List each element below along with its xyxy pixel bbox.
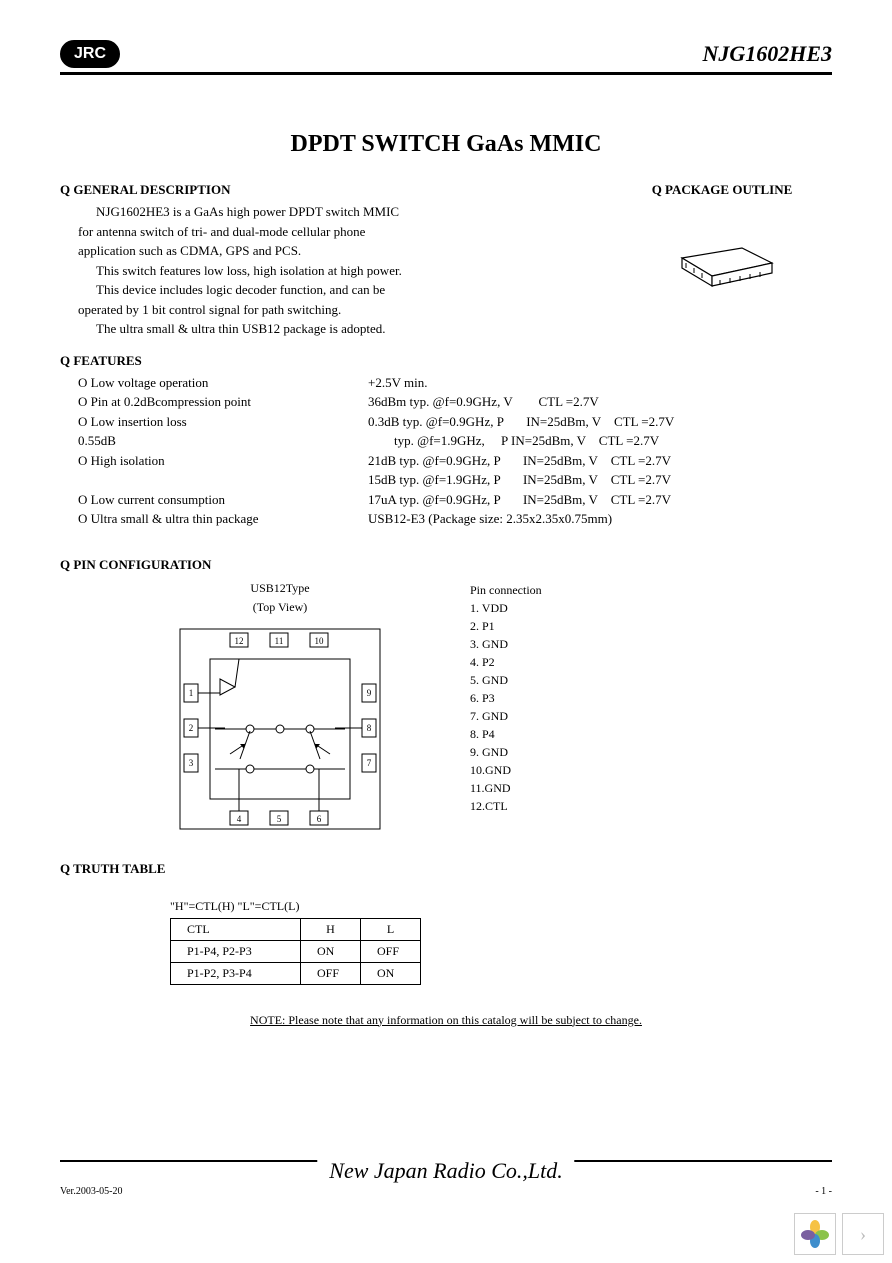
pin-configuration-heading: Q PIN CONFIGURATION xyxy=(60,557,832,573)
feature-label: O Pin at 0.2dBcompression point xyxy=(78,392,368,412)
pin-item: 4. P2 xyxy=(470,653,542,671)
feature-value: +2.5V min. xyxy=(368,373,832,393)
feature-row: 15dB typ. @f=1.9GHz, P IN=25dBm, V CTL =… xyxy=(78,470,832,490)
page-number: - 1 - xyxy=(815,1186,832,1197)
pin-item: 11.GND xyxy=(470,779,542,797)
feature-row: O Low current consumption17uA typ. @f=0.… xyxy=(78,490,832,510)
general-description-body: NJG1602HE3 is a GaAs high power DPDT swi… xyxy=(60,202,572,339)
nav-next-thumb[interactable]: › xyxy=(842,1213,884,1255)
desc-line: application such as CDMA, GPS and PCS. xyxy=(78,241,572,261)
change-notice: NOTE: Please note that any information o… xyxy=(60,1013,832,1028)
truth-header: H xyxy=(301,918,361,940)
desc-line: This device includes logic decoder funct… xyxy=(78,280,572,300)
svg-text:9: 9 xyxy=(367,688,372,698)
desc-line: This switch features low loss, high isol… xyxy=(78,261,572,281)
truth-cell: OFF xyxy=(361,940,421,962)
diagram-label: USB12Type xyxy=(170,581,390,596)
feature-label: O Low voltage operation xyxy=(78,373,368,393)
pin-diagram-svg: 12 11 10 1 2 3 9 8 7 4 5 6 xyxy=(170,619,390,839)
feature-label: O Low insertion loss xyxy=(78,412,368,432)
feature-value: USB12-E3 (Package size: 2.35x2.35x0.75mm… xyxy=(368,509,832,529)
document-title: DPDT SWITCH GaAs MMIC xyxy=(60,131,832,158)
pin-item: 2. P1 xyxy=(470,617,542,635)
truth-cell: ON xyxy=(301,940,361,962)
feature-label xyxy=(78,470,368,490)
truth-header: L xyxy=(361,918,421,940)
svg-text:11: 11 xyxy=(275,636,284,646)
diagram-label: (Top View) xyxy=(170,600,390,615)
general-description-heading: Q GENERAL DESCRIPTION xyxy=(60,182,572,198)
truth-header: CTL xyxy=(171,918,301,940)
feature-value: 15dB typ. @f=1.9GHz, P IN=25dBm, V CTL =… xyxy=(368,470,832,490)
svg-text:12: 12 xyxy=(235,636,244,646)
svg-text:5: 5 xyxy=(277,814,282,824)
chevron-right-icon: › xyxy=(860,1224,866,1245)
truth-cell: OFF xyxy=(301,962,361,984)
svg-text:1: 1 xyxy=(189,688,194,698)
feature-label: O Low current consumption xyxy=(78,490,368,510)
company-name: New Japan Radio Co.,Ltd. xyxy=(317,1158,574,1184)
version-text: Ver.2003-05-20 xyxy=(60,1186,123,1197)
feature-row: 0.55dB typ. @f=1.9GHz, P IN=25dBm, V CTL… xyxy=(78,431,832,451)
feature-value: typ. @f=1.9GHz, P IN=25dBm, V CTL =2.7V xyxy=(368,431,832,451)
pin-connection-list: Pin connection 1. VDD 2. P1 3. GND 4. P2… xyxy=(470,581,542,843)
feature-row: O Ultra small & ultra thin packageUSB12-… xyxy=(78,509,832,529)
svg-text:3: 3 xyxy=(189,758,194,768)
nav-logo-thumb[interactable] xyxy=(794,1213,836,1255)
page-nav-thumbnails: › xyxy=(794,1213,884,1255)
pin-item: 5. GND xyxy=(470,671,542,689)
feature-label: O High isolation xyxy=(78,451,368,471)
truth-row: P1-P2, P3-P4 OFF ON xyxy=(171,962,421,984)
pin-item: 10.GND xyxy=(470,761,542,779)
page-footer: New Japan Radio Co.,Ltd. Ver.2003-05-20 … xyxy=(60,1160,832,1197)
feature-label: O Ultra small & ultra thin package xyxy=(78,509,368,529)
part-number: NJG1602HE3 xyxy=(702,41,832,67)
package-outline-drawing xyxy=(612,228,832,302)
feature-label: 0.55dB xyxy=(78,431,368,451)
svg-text:7: 7 xyxy=(367,758,372,768)
pin-list-heading: Pin connection xyxy=(470,581,542,599)
feature-value: 0.3dB typ. @f=0.9GHz, P IN=25dBm, V CTL … xyxy=(368,412,832,432)
feature-row: O Pin at 0.2dBcompression point36dBm typ… xyxy=(78,392,832,412)
svg-text:2: 2 xyxy=(189,723,194,733)
desc-line: operated by 1 bit control signal for pat… xyxy=(78,300,572,320)
features-heading: Q FEATURES xyxy=(60,353,832,369)
feature-value: 21dB typ. @f=0.9GHz, P IN=25dBm, V CTL =… xyxy=(368,451,832,471)
pin-item: 1. VDD xyxy=(470,599,542,617)
svg-text:8: 8 xyxy=(367,723,372,733)
svg-text:6: 6 xyxy=(317,814,322,824)
svg-text:10: 10 xyxy=(315,636,325,646)
pin-item: 3. GND xyxy=(470,635,542,653)
feature-row: O High isolation21dB typ. @f=0.9GHz, P I… xyxy=(78,451,832,471)
truth-cell: ON xyxy=(361,962,421,984)
jrc-logo: JRC xyxy=(60,40,120,68)
pin-item: 9. GND xyxy=(470,743,542,761)
feature-row: O Low insertion loss0.3dB typ. @f=0.9GHz… xyxy=(78,412,832,432)
truth-table-heading: Q TRUTH TABLE xyxy=(60,861,832,877)
package-outline-heading: Q PACKAGE OUTLINE xyxy=(612,182,832,198)
truth-cell: P1-P2, P3-P4 xyxy=(171,962,301,984)
truth-table-caption: "H"=CTL(H) "L"=CTL(L) xyxy=(170,899,832,914)
pin-item: 8. P4 xyxy=(470,725,542,743)
svg-text:4: 4 xyxy=(237,814,242,824)
page-header: JRC NJG1602HE3 xyxy=(60,40,832,75)
desc-line: The ultra small & ultra thin USB12 packa… xyxy=(78,319,572,339)
feature-row: O Low voltage operation+2.5V min. xyxy=(78,373,832,393)
flower-icon xyxy=(801,1220,829,1248)
pin-diagram-block: USB12Type (Top View) 12 11 10 1 2 3 9 8 xyxy=(170,581,390,843)
truth-table: CTL H L P1-P4, P2-P3 ON OFF P1-P2, P3-P4… xyxy=(170,918,421,985)
pin-item: 7. GND xyxy=(470,707,542,725)
desc-line: NJG1602HE3 is a GaAs high power DPDT swi… xyxy=(78,202,572,222)
feature-value: 17uA typ. @f=0.9GHz, P IN=25dBm, V CTL =… xyxy=(368,490,832,510)
feature-value: 36dBm typ. @f=0.9GHz, V CTL =2.7V xyxy=(368,392,832,412)
pin-item: 6. P3 xyxy=(470,689,542,707)
truth-cell: P1-P4, P2-P3 xyxy=(171,940,301,962)
truth-row: P1-P4, P2-P3 ON OFF xyxy=(171,940,421,962)
desc-line: for antenna switch of tri- and dual-mode… xyxy=(78,222,572,242)
pin-item: 12.CTL xyxy=(470,797,542,815)
